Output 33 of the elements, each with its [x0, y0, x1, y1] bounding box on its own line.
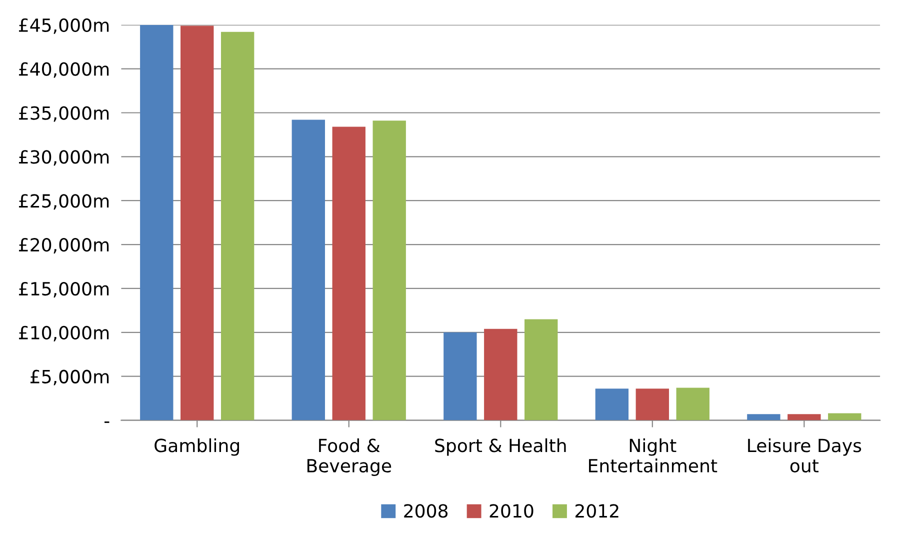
y-tick-label: £5,000m	[30, 370, 109, 386]
bar	[595, 388, 629, 420]
bar	[747, 414, 780, 420]
bar	[332, 126, 366, 420]
bar	[524, 319, 558, 420]
y-tick-label: £30,000m	[19, 150, 109, 166]
legend-label: 2010	[490, 504, 534, 518]
x-tick-label: Sport & Health	[435, 438, 566, 456]
y-tick-label: £15,000m	[19, 282, 109, 298]
bar	[444, 332, 477, 420]
legend-label: 2012	[575, 504, 618, 518]
x-tick-label: Night Entertainment	[589, 438, 718, 473]
legend-label: 2008	[404, 504, 448, 518]
x-tick-label: Gambling	[154, 438, 239, 456]
y-tick-label: £40,000m	[19, 62, 109, 78]
bar	[788, 414, 821, 420]
bar	[180, 26, 214, 420]
bar	[636, 388, 669, 420]
bar	[292, 120, 325, 420]
bar	[484, 328, 518, 420]
x-tick-label: Food & Beverage	[307, 438, 392, 476]
y-tick-label: £20,000m	[19, 238, 109, 254]
y-tick-label: £25,000m	[19, 194, 109, 210]
bar	[828, 413, 862, 420]
x-tick-label: Leisure Days out	[748, 438, 862, 473]
bar	[140, 24, 174, 420]
y-tick-label: -	[104, 421, 110, 423]
bar	[372, 120, 406, 420]
y-tick-label: £10,000m	[19, 326, 109, 342]
bar	[676, 388, 710, 420]
y-tick-label: £45,000m	[19, 18, 109, 34]
bar	[220, 32, 254, 420]
y-tick-label: £35,000m	[19, 106, 109, 122]
